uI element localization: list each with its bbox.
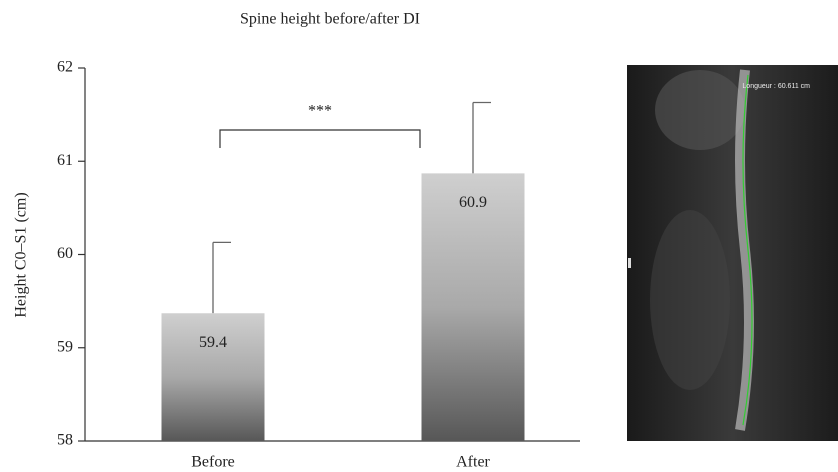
chart: Spine height before/after DI Height C0–S… xyxy=(0,0,838,472)
y-tick-label: 62 xyxy=(57,59,73,76)
bar xyxy=(422,173,525,441)
significance-label: *** xyxy=(308,103,332,120)
y-tick-label: 60 xyxy=(57,245,73,262)
image-caption: Longueur : 60.611 cm xyxy=(742,83,810,90)
value-label: 60.9 xyxy=(459,194,487,211)
x-tick-label: After xyxy=(456,454,490,471)
mri-image: Longueur : 60.611 cm xyxy=(627,65,838,441)
y-tick-label: 61 xyxy=(57,152,73,169)
y-tick-label: 59 xyxy=(57,338,73,355)
y-tick-label: 58 xyxy=(57,432,73,449)
chart-title: Spine height before/after DI xyxy=(240,11,420,28)
significance-bracket xyxy=(220,130,420,148)
value-label: 59.4 xyxy=(199,334,227,351)
x-tick-label: Before xyxy=(191,454,235,471)
y-axis-label: Height C0–S1 (cm) xyxy=(13,192,30,317)
bar xyxy=(162,313,265,441)
